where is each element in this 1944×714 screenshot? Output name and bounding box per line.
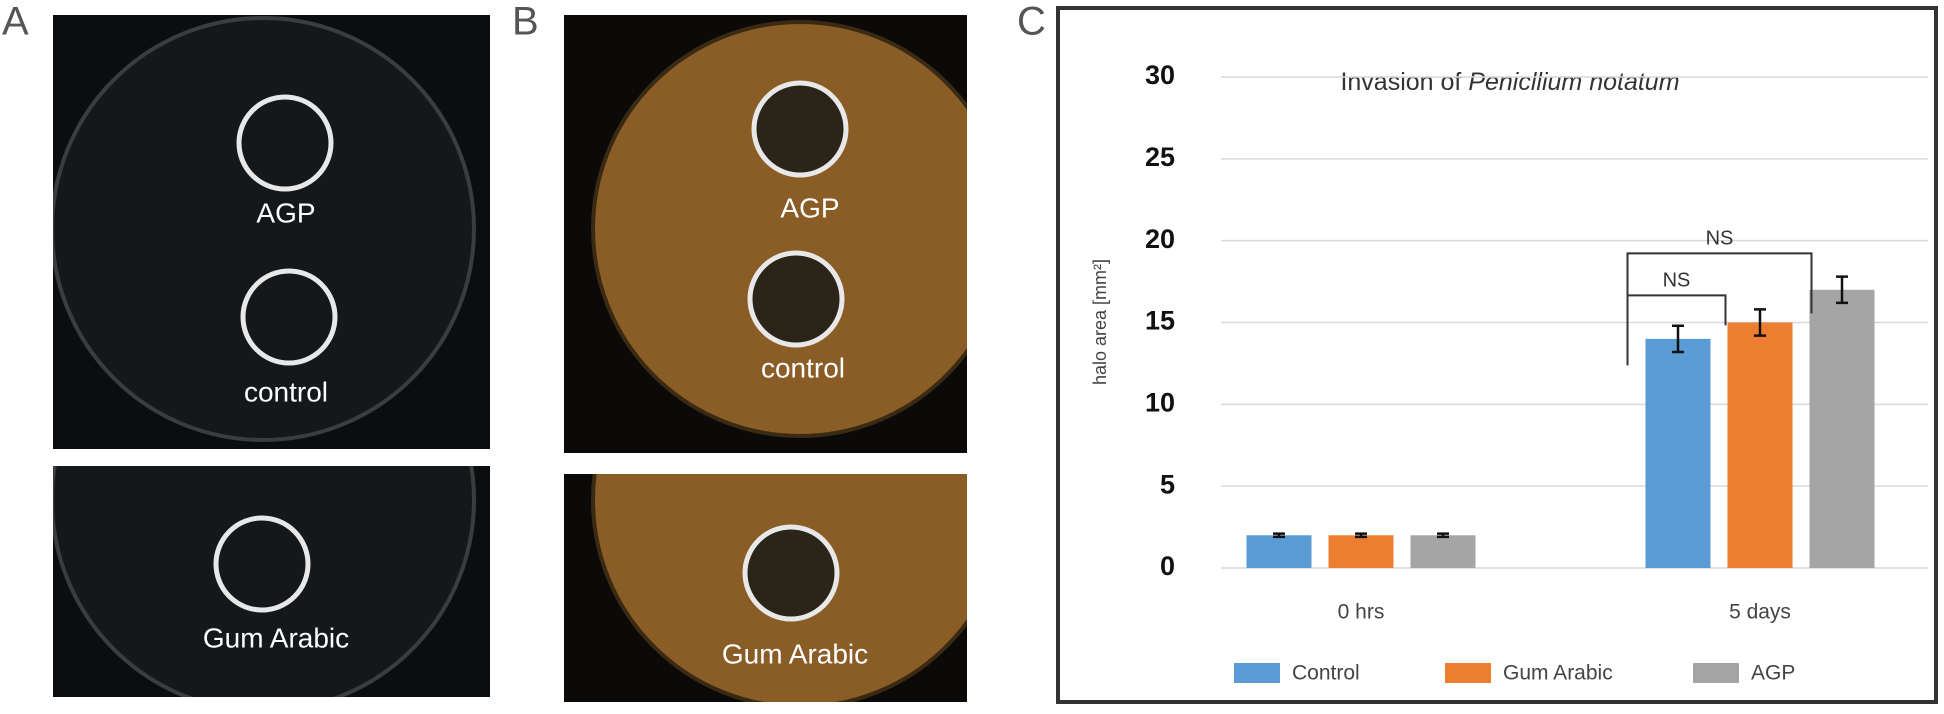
legend-label: AGP — [1751, 662, 1795, 685]
panel-label: B — [512, 0, 539, 44]
legend-swatch — [1445, 663, 1491, 683]
bar — [1328, 535, 1394, 568]
x-tick-label: 0 hrs — [1338, 601, 1385, 624]
plate-label: Gum Arabic — [203, 622, 349, 653]
bar — [1809, 289, 1875, 568]
bar — [1410, 535, 1476, 568]
x-tick-label: 5 days — [1729, 601, 1791, 624]
y-tick-label: 5 — [1160, 469, 1175, 499]
significance-bracket — [1626, 252, 1813, 359]
panel-label: C — [1017, 0, 1046, 44]
plate-photo — [564, 474, 967, 702]
plate-label: Gum Arabic — [722, 638, 868, 669]
panel-label: A — [2, 0, 29, 44]
chart-title: Invasion of Penicllium notatum — [1340, 68, 1679, 96]
significance-label: NS — [1663, 270, 1691, 292]
error-bar — [1437, 532, 1449, 539]
plate-photo — [53, 466, 490, 697]
y-tick-label: 0 — [1160, 551, 1175, 581]
title-species: Penicllium notatum — [1468, 68, 1679, 96]
bar — [1645, 338, 1711, 568]
plate-label: control — [244, 376, 328, 407]
error-bar — [1672, 324, 1684, 354]
plate-photo — [564, 15, 967, 453]
plot: 0 5 10 15 20 25 30 0 hrs 5 days Control Gum Arabic… — [1145, 60, 1928, 685]
y-tick-label: 15 — [1145, 306, 1175, 336]
bar — [1246, 535, 1312, 568]
title-text: Invasion of — [1340, 68, 1461, 96]
y-tick-label: 30 — [1145, 60, 1175, 90]
error-bar — [1273, 532, 1285, 539]
error-bar — [1836, 275, 1848, 305]
plate-label: AGP — [256, 197, 315, 228]
y-axis-label: halo area [mm²] — [1090, 259, 1110, 385]
error-bar — [1754, 308, 1766, 337]
plate-label: control — [761, 352, 845, 383]
error-bar — [1355, 532, 1367, 539]
y-tick-label: 25 — [1145, 142, 1175, 172]
legend-label: Control — [1292, 662, 1360, 685]
legend-swatch — [1234, 663, 1280, 683]
chart-frame — [1056, 6, 1938, 704]
y-tick-label: 20 — [1145, 224, 1175, 254]
plate-photo — [53, 15, 490, 449]
significance-label: NS — [1706, 228, 1734, 250]
legend-swatch — [1693, 663, 1739, 683]
plate-label: AGP — [780, 192, 839, 223]
legend-label: Gum Arabic — [1503, 662, 1613, 685]
y-tick-label: 10 — [1145, 387, 1175, 417]
bar — [1727, 322, 1793, 568]
